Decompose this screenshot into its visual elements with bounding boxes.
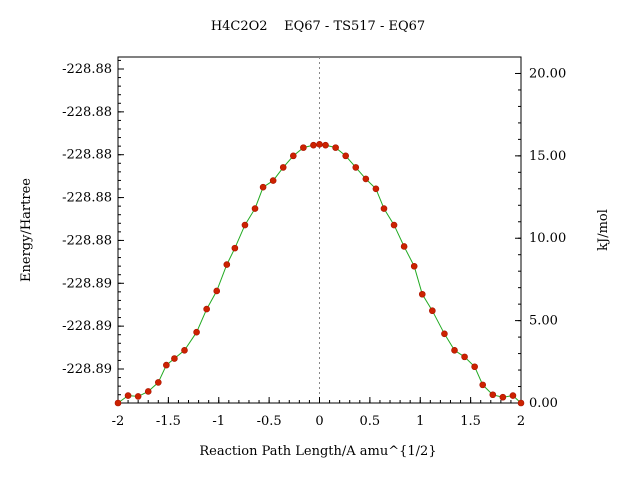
right-axis-ticks: 0.00 5.00 10.00 15.00 20.00: [515, 66, 566, 411]
left-tick-label: -228.88: [62, 62, 112, 77]
data-point: [171, 355, 178, 362]
data-point: [231, 244, 239, 252]
data-point: [203, 305, 210, 313]
left-tick-label: -228.89: [62, 276, 112, 291]
x-tick-label: 0: [315, 414, 323, 429]
data-point: [390, 221, 398, 229]
left-tick-label: -228.88: [62, 105, 112, 120]
x-axis-ticks: -2 -1.5 -1 -0.5 0 0.5 1 1.5 2: [112, 397, 525, 429]
right-tick-label: 0.00: [529, 396, 558, 411]
data-point: [290, 152, 297, 160]
x-tick-label: 0.5: [360, 414, 381, 429]
data-point: [489, 391, 497, 399]
left-axis-ticks: -228.88 -228.88 -228.88 -228.88 -228.88 -228.…: [62, 62, 124, 377]
x-tick-label: -1.5: [156, 414, 181, 429]
data-point: [279, 164, 287, 171]
left-tick-label: -228.88: [62, 233, 112, 248]
right-tick-label: 10.00: [529, 231, 566, 246]
x-tick-label: 2: [517, 414, 525, 429]
left-tick-label: -228.88: [62, 148, 112, 163]
data-point: [251, 205, 259, 212]
data-point: [461, 353, 468, 361]
data-point: [400, 243, 408, 250]
data-point: [223, 261, 231, 268]
data-point: [213, 287, 221, 295]
chart-title: H4C2O2 EQ67 - TS517 - EQ67: [211, 19, 425, 34]
data-point: [144, 388, 152, 395]
data-point: [310, 141, 317, 149]
data-point: [352, 164, 360, 171]
data-point: [479, 381, 487, 389]
data-point: [451, 346, 458, 354]
data-point: [362, 175, 370, 183]
data-point: [322, 141, 329, 149]
x-tick-label: -0.5: [257, 414, 282, 429]
left-tick-label: -228.89: [62, 362, 112, 377]
data-point: [342, 152, 349, 160]
data-points: [114, 141, 525, 407]
data-point: [114, 399, 122, 407]
left-tick-label: -228.89: [62, 319, 112, 334]
data-point: [418, 290, 426, 298]
data-point: [372, 185, 380, 193]
right-tick-label: 20.00: [529, 66, 566, 81]
right-axis-label: kJ/mol: [596, 209, 611, 251]
data-point: [134, 393, 142, 400]
data-point: [332, 144, 339, 151]
data-point: [300, 144, 307, 151]
data-point: [509, 392, 517, 399]
x-tick-label: -1: [212, 414, 225, 429]
data-point: [471, 363, 478, 371]
data-point: [163, 361, 170, 369]
x-tick-label: 1: [416, 414, 424, 429]
data-point: [241, 221, 249, 229]
data-point: [193, 328, 200, 336]
data-point: [380, 205, 388, 212]
right-tick-label: 15.00: [529, 149, 566, 164]
data-point: [517, 399, 525, 407]
right-tick-label: 5.00: [529, 314, 558, 329]
data-point: [259, 183, 267, 191]
data-point: [155, 379, 162, 386]
x-tick-label: 1.5: [460, 414, 481, 429]
left-tick-label: -228.88: [62, 191, 112, 206]
data-point: [124, 392, 132, 399]
x-axis-label: Reaction Path Length/A amu^{1/2}: [199, 444, 436, 459]
data-point: [181, 346, 188, 354]
data-point: [499, 393, 507, 401]
data-point: [316, 141, 323, 148]
left-axis-label: Energy/Hartree: [19, 178, 34, 282]
data-point: [441, 330, 448, 338]
data-point: [269, 177, 277, 184]
data-point: [429, 307, 436, 315]
data-point: [410, 262, 418, 270]
x-tick-label: -2: [112, 414, 125, 429]
